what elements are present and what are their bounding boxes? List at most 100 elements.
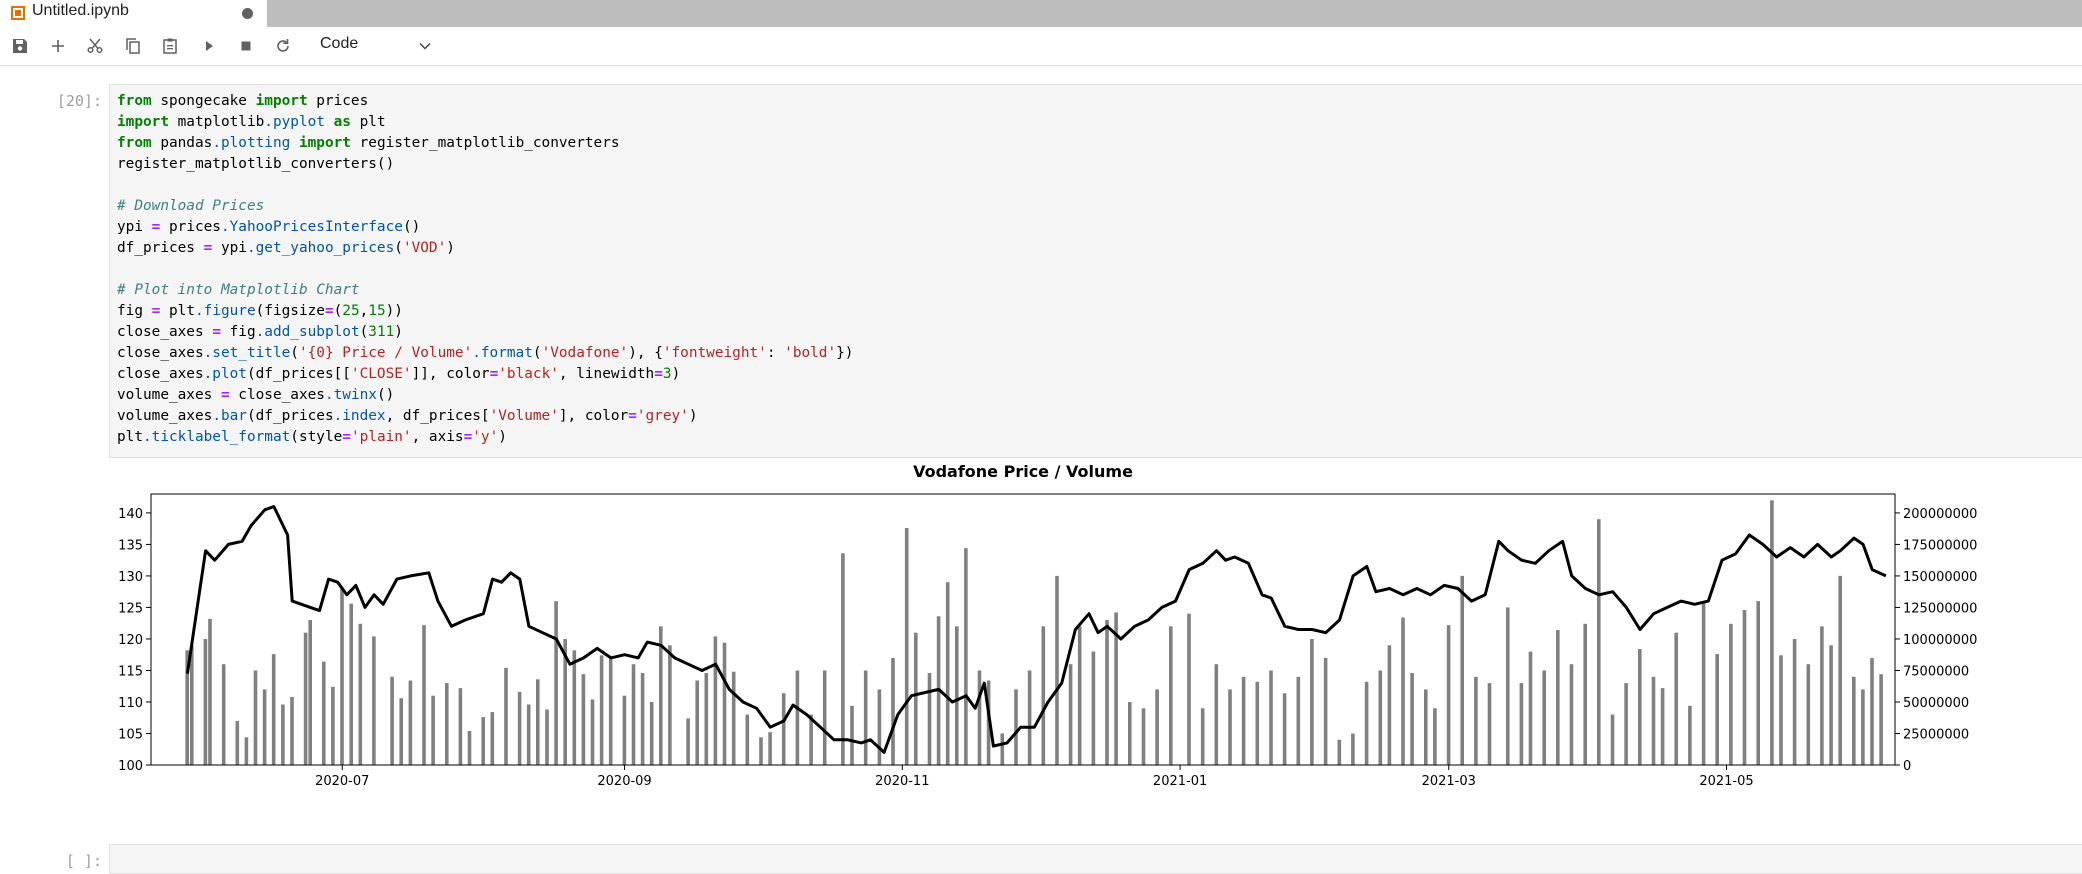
- volume-bar: [340, 587, 344, 765]
- volume-bar: [590, 699, 595, 765]
- volume-bar: [1128, 702, 1132, 765]
- volume-bar: [322, 661, 326, 765]
- volume-bar: [1651, 676, 1656, 765]
- volume-bar: [1474, 676, 1478, 765]
- volume-bar: [545, 709, 549, 765]
- volume-bar: [1055, 575, 1059, 765]
- paste-button[interactable]: [159, 35, 181, 57]
- volume-bar: [1323, 657, 1328, 765]
- volume-bar: [1387, 645, 1392, 765]
- y-left-tick-label: 130: [118, 570, 143, 585]
- volume-bar: [1506, 607, 1510, 765]
- volume-bar: [467, 731, 472, 765]
- volume-bar: [759, 737, 763, 765]
- volume-bar: [358, 623, 363, 765]
- volume-bar: [244, 737, 249, 765]
- volume-bar: [1729, 623, 1733, 765]
- volume-bar: [1310, 639, 1314, 765]
- volume-bar: [704, 673, 709, 765]
- volume-bar: [622, 695, 627, 765]
- restart-button[interactable]: [272, 35, 294, 57]
- cell-prompt: [20]:: [56, 92, 102, 110]
- volume-bar: [458, 688, 463, 765]
- volume-bar: [563, 639, 567, 765]
- y-right-tick-label: 100000000: [1903, 633, 1977, 648]
- x-tick-label: 2021-05: [1699, 774, 1753, 789]
- volume-bar: [1528, 651, 1533, 765]
- add-cell-button[interactable]: [47, 35, 69, 57]
- volume-bar: [608, 659, 613, 765]
- copy-button[interactable]: [122, 35, 144, 57]
- volume-bar: [1255, 681, 1260, 765]
- y-right-tick-label: 125000000: [1903, 601, 1977, 616]
- volume-bar: [659, 626, 663, 765]
- volume-bar: [745, 714, 750, 765]
- volume-bar: [221, 664, 226, 765]
- code-line: df_prices = ypi.get_yahoo_prices('VOD'): [117, 240, 455, 256]
- y-right-tick-label: 0: [1903, 759, 1911, 774]
- volume-bar: [1296, 676, 1301, 765]
- volume-bar: [1000, 733, 1005, 765]
- volume-bar: [668, 645, 672, 765]
- volume-bar: [1410, 673, 1414, 765]
- code-line: plt.ticklabel_format(style='plain', axis…: [117, 429, 507, 445]
- notebook-toolbar: Code: [0, 27, 2082, 66]
- unsaved-indicator-icon[interactable]: [242, 8, 253, 19]
- volume-bar: [1688, 705, 1692, 765]
- y-left-tick-label: 140: [118, 507, 143, 522]
- cell-type-dropdown[interactable]: Code: [320, 35, 432, 57]
- cell-output: Vodafone Price / Volume 100 105 110 115 120 1…: [109, 462, 2082, 814]
- volume-bar: [526, 704, 531, 765]
- volume-bar: [490, 712, 495, 765]
- volume-bar: [809, 714, 813, 765]
- save-button[interactable]: [9, 35, 31, 57]
- volume-bar: [1041, 626, 1046, 765]
- volume-bar: [1460, 575, 1464, 765]
- empty-code-cell[interactable]: [109, 844, 2082, 874]
- volume-bar: [1879, 674, 1883, 765]
- volume-bar: [1141, 708, 1146, 765]
- volume-bar: [1624, 683, 1628, 765]
- code-line: close_axes = fig.add_subplot(311): [117, 324, 403, 340]
- y-left-tick-label: 125: [118, 601, 143, 616]
- volume-bar: [1779, 655, 1783, 765]
- stop-button[interactable]: [235, 35, 257, 57]
- x-tick-label: 2020-07: [315, 774, 369, 789]
- volume-bar: [308, 620, 312, 765]
- volume-bar: [1114, 612, 1118, 765]
- volume-bar: [185, 650, 189, 765]
- y-left-tick-label: 110: [118, 696, 143, 711]
- volume-bar: [1519, 683, 1524, 765]
- tab-untitled-notebook[interactable]: Untitled.ipynb: [0, 0, 268, 27]
- volume-bar: [631, 664, 636, 765]
- run-button[interactable]: [198, 35, 220, 57]
- save-icon: [13, 39, 27, 53]
- volume-bar: [822, 670, 827, 765]
- volume-bar: [781, 693, 786, 765]
- cell-prompt-empty: [ ]:: [65, 852, 102, 870]
- code-line: # Plot into Matplotlib Chart: [117, 282, 360, 298]
- y-right-tick-label: 50000000: [1903, 696, 1969, 711]
- volume-bar: [203, 639, 208, 765]
- x-tick-label: 2021-03: [1422, 774, 1476, 789]
- volume-bar: [1569, 664, 1574, 765]
- volume-bar: [795, 670, 800, 765]
- volume-bar: [1870, 657, 1874, 765]
- cut-button[interactable]: [84, 35, 106, 57]
- volume-bar: [1806, 664, 1811, 765]
- volume-bar: [1169, 626, 1173, 765]
- volume-bar: [372, 636, 376, 765]
- volume-bar: [1674, 632, 1678, 765]
- code-cell-editor[interactable]: from spongecake import prices import mat…: [109, 84, 2082, 458]
- volume-bar: [1660, 688, 1665, 765]
- volume-bar: [1583, 623, 1587, 765]
- code-line: ypi = prices.YahooPricesInterface(): [117, 219, 421, 235]
- volume-bar: [1597, 519, 1601, 765]
- cell-type-label: Code: [320, 35, 359, 52]
- volume-bar: [399, 698, 403, 765]
- volume-bar: [863, 670, 868, 765]
- volume-bar: [1610, 714, 1615, 765]
- volume-bar: [1378, 670, 1383, 765]
- volume-bar: [1556, 630, 1560, 765]
- volume-bar: [1269, 670, 1273, 765]
